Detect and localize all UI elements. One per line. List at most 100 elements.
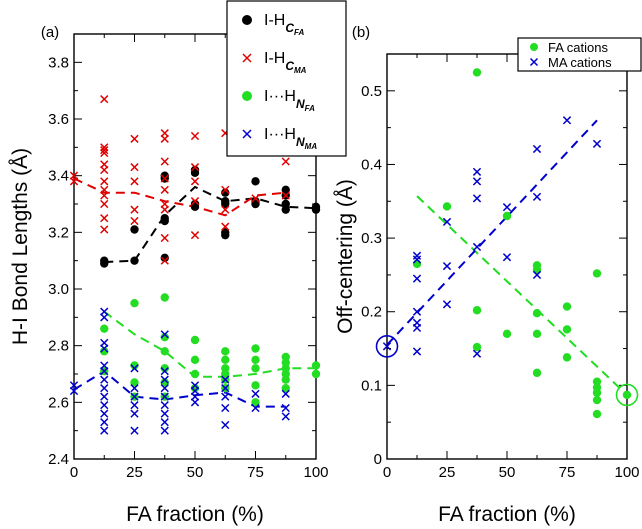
data-point: [251, 398, 260, 407]
data-point: [160, 378, 169, 387]
data-point: [472, 349, 482, 358]
data-point: [532, 144, 542, 154]
data-point: [160, 392, 169, 401]
data-point: [281, 191, 290, 200]
data-point: [160, 293, 169, 302]
data-point: [160, 347, 169, 356]
data-point: [472, 167, 482, 176]
data-point: [592, 388, 602, 397]
data-point: [190, 369, 200, 379]
data-point: [281, 389, 290, 398]
data-point: [472, 68, 482, 77]
x-tick-label: 75: [247, 464, 264, 481]
data-point: [130, 256, 139, 265]
data-point: [160, 256, 169, 265]
legend-label-base: I-H: [264, 12, 285, 29]
fit-line: [386, 119, 598, 346]
data-point: [160, 332, 169, 342]
data-point: [100, 307, 109, 316]
y-tick-label: 0.5: [361, 83, 382, 100]
x-tick-label: 50: [187, 464, 204, 481]
data-point: [281, 383, 290, 393]
x-tick-label: 100: [303, 464, 328, 481]
data-point: [311, 361, 321, 370]
x-tick-label: 0: [70, 464, 78, 481]
data-point: [160, 401, 169, 410]
legend-label: I-HCFA: [264, 12, 304, 37]
x-tick-label: 25: [126, 464, 143, 481]
data-point: [442, 217, 452, 227]
data-point: [100, 401, 109, 410]
data-point: [190, 335, 200, 345]
data-point: [160, 213, 169, 223]
data-point: [622, 390, 632, 400]
legend-label-sub: C: [285, 21, 294, 35]
data-point: [221, 188, 230, 197]
legend-label: I···HNFA: [264, 88, 315, 113]
x-tick-label: 50: [499, 464, 516, 481]
data-point: [130, 378, 139, 387]
data-point: [160, 375, 169, 384]
data-point: [442, 261, 452, 271]
data-point: [190, 199, 200, 209]
data-point: [190, 383, 200, 393]
y-tick-label: 0.2: [361, 304, 382, 321]
data-point: [532, 329, 542, 339]
y-axis-label: Off-centering (Å): [334, 179, 357, 334]
data-point: [160, 185, 169, 194]
data-point: [221, 205, 230, 214]
legend-label-subsub: FA: [294, 28, 304, 37]
data-point: [251, 344, 260, 353]
panel-a: 0 25 50 75 100 2.4 2.6 2.8 3.0 3.2 3.4 3.6 3.8 FA fra…: [9, 0, 347, 526]
data-point: [130, 409, 139, 418]
data-point: [412, 255, 422, 264]
legend-marker: [242, 129, 252, 139]
data-point: [472, 177, 482, 186]
data-point: [592, 269, 602, 278]
data-point: [160, 426, 169, 435]
x-tick-label: 100: [614, 464, 639, 481]
data-point: [100, 361, 109, 370]
data-point: [100, 384, 109, 393]
x-tick-label: 25: [439, 464, 456, 481]
legend-label-sub: N: [296, 97, 305, 111]
data-point: [69, 171, 79, 180]
data-point: [251, 389, 260, 398]
legend-label-sub: C: [285, 59, 294, 73]
data-point: [130, 163, 139, 172]
data-point: [130, 225, 139, 234]
data-point: [281, 403, 290, 413]
data-point: [442, 300, 452, 309]
data-point: [100, 95, 109, 104]
data-point: [251, 177, 260, 186]
data-point: [100, 185, 109, 194]
data-point: [130, 205, 139, 214]
panel-label: (a): [41, 24, 59, 41]
legend-box: [517, 37, 642, 72]
data-point: [160, 199, 169, 209]
data-point: [442, 202, 452, 211]
data-point: [100, 392, 109, 401]
legend-label-subsub: MA: [294, 66, 307, 75]
data-point: [160, 174, 169, 183]
data-point: [382, 342, 392, 351]
data-point: [532, 309, 542, 318]
data-point: [281, 412, 290, 421]
legend-box: [226, 0, 347, 157]
data-point: [190, 197, 200, 206]
data-point: [160, 409, 169, 418]
data-point: [562, 353, 572, 362]
highlight-circle: [375, 335, 399, 358]
data-point: [130, 177, 139, 186]
data-point: [502, 253, 512, 262]
data-point: [281, 199, 290, 209]
data-point: [472, 342, 482, 352]
y-tick-label: 3.2: [48, 224, 69, 241]
data-point: [100, 375, 109, 384]
data-point: [502, 203, 512, 212]
data-point: [100, 338, 109, 347]
legend-label: I···HNMA: [264, 126, 317, 151]
